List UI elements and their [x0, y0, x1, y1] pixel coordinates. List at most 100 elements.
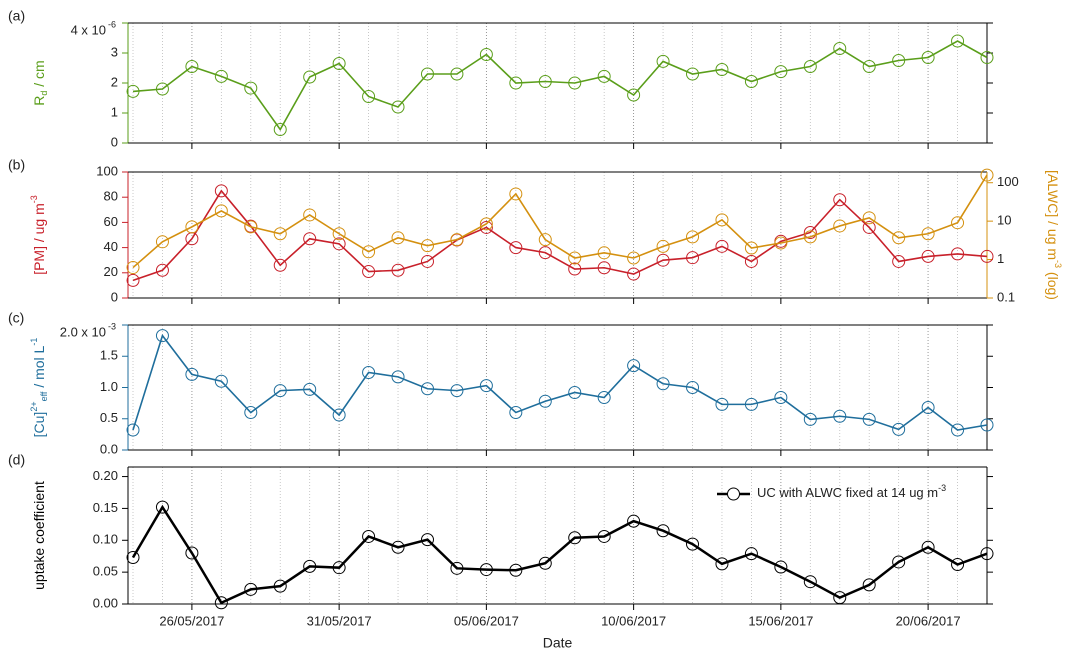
marker — [627, 88, 641, 102]
y-tick-label: 3 — [111, 44, 118, 59]
marker — [538, 233, 552, 247]
marker — [862, 60, 876, 73]
marker — [921, 51, 935, 64]
series-line — [132, 333, 988, 431]
axis-label-part: [Cu] — [31, 412, 47, 438]
marker — [803, 60, 817, 73]
marker — [686, 67, 700, 81]
marker — [273, 258, 287, 272]
marker — [803, 575, 817, 589]
marker — [980, 168, 994, 182]
marker — [450, 67, 464, 81]
legend-label: UC with ALWC fixed at 14 ug m-3 — [757, 483, 946, 500]
y-tick-label: 0.15 — [93, 500, 118, 515]
marker — [362, 529, 376, 543]
marker — [715, 557, 729, 571]
y2-tick-label: 0.1 — [997, 289, 1015, 304]
marker — [126, 273, 140, 287]
y-tick-label: 0 — [111, 134, 118, 149]
axis-label-part: uptake coefficient — [31, 481, 47, 590]
marker — [980, 249, 994, 263]
marker — [273, 579, 287, 593]
marker — [509, 76, 523, 90]
marker — [185, 220, 199, 234]
y-tick-label: 2.0 x 10 — [60, 324, 106, 339]
axis-label: [PM] / ug m-3 — [29, 195, 46, 275]
marker — [126, 550, 140, 564]
marker — [686, 251, 700, 265]
axis-label-part: -3 — [29, 195, 39, 203]
x-tick-label: 15/06/2017 — [748, 613, 813, 628]
marker — [362, 90, 376, 103]
marker — [951, 247, 965, 261]
marker — [833, 219, 847, 233]
axis-label-part: [PM] / ug m — [31, 203, 47, 275]
y2-tick-label: 1 — [997, 251, 1004, 266]
y-tick-label: 60 — [104, 214, 118, 229]
marker — [244, 81, 258, 95]
y-tick-label: 1 — [111, 104, 118, 119]
y2-tick-label: 100 — [997, 174, 1019, 189]
marker — [656, 54, 670, 68]
marker — [214, 69, 228, 83]
series-line — [132, 189, 988, 282]
marker — [332, 237, 346, 251]
marker — [362, 245, 376, 259]
marker — [833, 193, 847, 207]
marker — [479, 379, 493, 393]
marker — [774, 65, 788, 79]
axis-label-part: d — [39, 91, 49, 96]
panel-label: (b) — [8, 157, 25, 173]
y-tick-label: 2 — [111, 74, 118, 89]
marker — [744, 254, 758, 268]
panel-label: (c) — [8, 310, 24, 326]
marker — [892, 555, 906, 569]
marker — [627, 514, 641, 528]
marker — [214, 374, 228, 388]
marker — [479, 217, 493, 231]
marker — [715, 397, 729, 411]
marker — [597, 261, 611, 275]
y-tick-label: 40 — [104, 239, 118, 254]
marker — [420, 254, 434, 268]
marker — [420, 533, 434, 547]
marker — [244, 220, 258, 234]
axis-label: Rd / cm — [31, 60, 50, 105]
marker — [597, 529, 611, 543]
marker — [862, 211, 876, 225]
marker — [509, 563, 523, 577]
marker — [450, 561, 464, 575]
y-tick-label: 0.05 — [93, 564, 118, 579]
marker — [715, 213, 729, 227]
y-tick-label: 80 — [104, 189, 118, 204]
marker — [715, 239, 729, 253]
series-line — [132, 40, 988, 131]
marker — [892, 54, 906, 67]
axis-label: [ALWC] / ug m-3 (log) — [1045, 170, 1062, 300]
marker — [214, 204, 228, 218]
marker — [744, 241, 758, 255]
marker — [273, 123, 287, 136]
marker — [126, 423, 140, 437]
marker — [303, 382, 317, 396]
marker — [303, 70, 317, 84]
marker — [862, 578, 876, 592]
marker — [656, 524, 670, 538]
axis-label-part: -3 — [1053, 260, 1063, 268]
marker — [656, 253, 670, 267]
axis-label-part: R — [31, 96, 47, 106]
y-tick-label: 0.00 — [93, 595, 118, 610]
marker — [862, 220, 876, 234]
marker — [597, 391, 611, 404]
marker — [155, 263, 169, 277]
axis-label-part: / mol L — [31, 345, 47, 391]
marker — [185, 60, 199, 73]
marker — [185, 367, 199, 381]
marker — [509, 406, 523, 419]
marker — [892, 422, 906, 436]
y-tick-label: 100 — [96, 163, 118, 178]
axis-label-part: [ALWC] / ug m — [1045, 170, 1061, 260]
marker — [568, 531, 582, 545]
marker — [538, 75, 552, 88]
marker — [568, 386, 582, 399]
